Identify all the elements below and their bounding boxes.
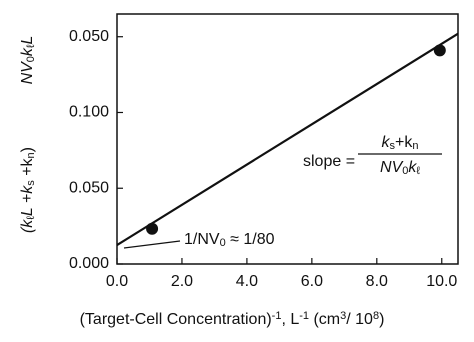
text-part: +k: [395, 134, 413, 151]
slope-label: slope =: [303, 153, 355, 170]
y-tick-label: 0.050: [69, 28, 109, 45]
x-tick-label: 8.0: [366, 273, 388, 290]
subscript: 0: [220, 237, 226, 249]
text-part: L: [290, 311, 299, 328]
text-part: 1/NV: [184, 231, 220, 248]
subscript: ℓ: [416, 165, 420, 177]
subscript: ℓ: [25, 216, 37, 220]
fit-line: [116, 32, 459, 246]
text-part: (cm: [309, 311, 340, 328]
text-part: (Target-Cell Concentration): [80, 311, 272, 328]
text-part: L: [19, 36, 36, 45]
rich-text: NV0kℓ: [380, 159, 420, 177]
x-tick-label: 0.0: [106, 273, 128, 290]
superscript: 8: [373, 310, 379, 322]
subscript: 0: [402, 165, 408, 177]
subscript: n: [25, 152, 37, 158]
text-part: L +k: [19, 185, 36, 216]
y-tick-label: 0.050: [69, 179, 109, 196]
y-tick-label: 0.100: [69, 104, 109, 121]
superscript: 3: [340, 310, 346, 322]
subscript: ℓ: [25, 44, 37, 48]
x-tick-label: 2.0: [171, 273, 193, 290]
text-part: +k: [19, 157, 36, 180]
plot-frame: [116, 13, 459, 265]
text-part: NV: [380, 159, 404, 176]
data-point: [146, 222, 159, 235]
superscript: -1: [272, 310, 282, 322]
x-tick-label: 6.0: [301, 273, 323, 290]
x-tick-label: 10.0: [426, 273, 457, 290]
rich-text: 1/NV0 ≈ 1/80: [184, 231, 275, 249]
subscript: 0: [25, 56, 37, 62]
text-part: / 10: [346, 311, 373, 328]
rich-text: (kℓL +ks +kn): [19, 147, 37, 233]
text-part: k: [19, 47, 36, 56]
superscript: -1: [299, 310, 309, 322]
text-part: k: [408, 159, 417, 176]
text-part: (k: [19, 219, 36, 233]
text-part: NV: [19, 61, 36, 85]
rich-text: NV0kℓL: [19, 36, 37, 85]
rich-text: ks+kn: [382, 134, 419, 152]
text-part: ,: [281, 311, 290, 328]
rich-text: (Target-Cell Concentration)-1, L-1 (cm3/…: [80, 310, 385, 329]
text-part: k: [382, 134, 391, 151]
text-part: ≈ 1/80: [226, 231, 275, 248]
y-tick-label: 0.000: [69, 255, 109, 272]
subscript: n: [412, 140, 418, 152]
subscript: s: [25, 180, 37, 186]
text-part: ): [19, 147, 36, 152]
intercept-leader: [123, 240, 181, 249]
text-part: ): [379, 311, 384, 328]
subscript: s: [390, 140, 396, 152]
data-point: [433, 44, 446, 57]
x-tick-label: 4.0: [236, 273, 258, 290]
